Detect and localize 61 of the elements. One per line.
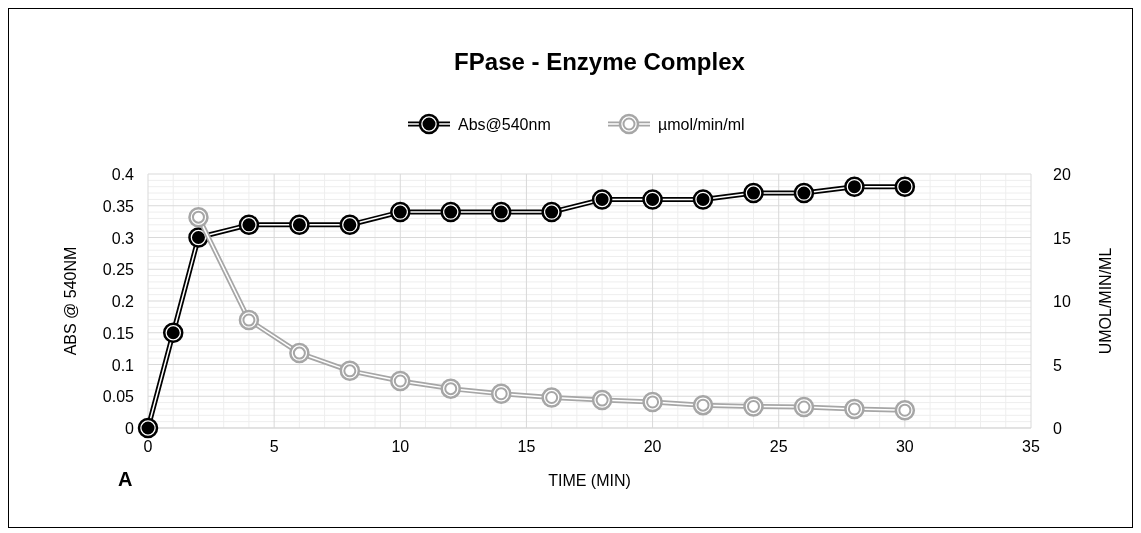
y2-tick-label: 10 (1053, 293, 1071, 310)
point (289, 342, 310, 364)
x-tick-label: 35 (1022, 438, 1040, 455)
point (390, 370, 411, 392)
point (844, 176, 865, 197)
chart-title: FPase - Enzyme Complex (454, 48, 746, 75)
x-tick-label: 20 (643, 438, 662, 455)
x-tick-label: 0 (143, 438, 153, 455)
legend-label: Abs@540nm (458, 116, 551, 133)
point (162, 322, 184, 343)
text: A (118, 468, 133, 490)
point (642, 189, 663, 210)
y-tick-label: 0.25 (102, 261, 135, 279)
point (188, 227, 209, 248)
y-tick-label: 0.4 (111, 166, 135, 183)
y-tick-label: 0.05 (102, 388, 135, 406)
point (188, 206, 209, 228)
point (743, 396, 764, 417)
y-tick-label: 0.2 (111, 293, 135, 310)
y-tick-label: 0.3 (111, 229, 135, 247)
point (692, 394, 714, 416)
legend-label: µmol/min/ml (658, 116, 745, 133)
point (894, 399, 916, 421)
point (844, 398, 865, 420)
y2-tick-label: 15 (1053, 229, 1071, 247)
point (591, 189, 613, 210)
point (642, 391, 663, 413)
point (591, 389, 613, 411)
point (238, 309, 260, 331)
x-tick-label: 10 (391, 438, 410, 455)
x-tick-label: 30 (895, 438, 914, 455)
y2-tick-label: 0 (1053, 420, 1062, 437)
point (238, 214, 260, 236)
y2-tick-label: 20 (1053, 166, 1071, 183)
point (692, 189, 714, 210)
y2-tick-label: 5 (1053, 356, 1062, 374)
point (339, 360, 361, 382)
point (390, 201, 411, 223)
point (490, 201, 512, 223)
y-tick-label: 0 (125, 420, 135, 437)
y-tick-label: 0.15 (102, 324, 135, 342)
point (440, 201, 461, 223)
point (793, 182, 815, 204)
point (440, 378, 461, 399)
point (339, 214, 361, 236)
point (490, 383, 512, 404)
x-tick-label: 25 (769, 438, 788, 455)
point (541, 387, 562, 408)
point (743, 182, 764, 204)
x-axis-title: TIME (MIN) (548, 472, 631, 489)
x-tick-label: 15 (517, 438, 536, 455)
point (289, 214, 310, 236)
y2-axis-title: UMOL/MIN/ML (1097, 247, 1114, 355)
point (894, 176, 916, 197)
point (793, 396, 815, 418)
y-axis-title: ABS @ 540NM (62, 246, 79, 356)
y-tick-label: 0.35 (102, 197, 135, 215)
y-tick-label: 0.1 (111, 356, 135, 374)
point (541, 201, 562, 223)
x-tick-label: 5 (269, 438, 279, 455)
point (137, 417, 159, 439)
